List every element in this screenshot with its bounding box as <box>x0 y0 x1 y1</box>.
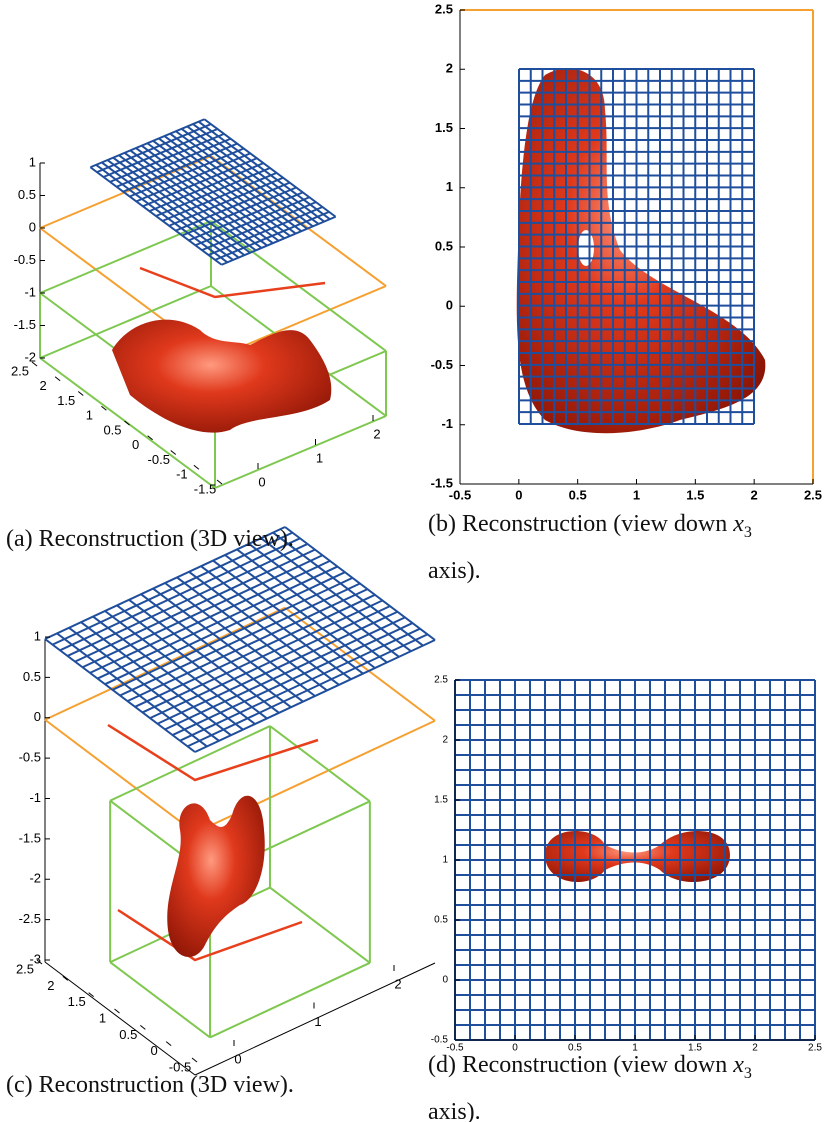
caption: (d) Reconstruction (view down x3 axis). <box>428 1046 752 1122</box>
y-tick-label: 0.5 <box>434 915 448 926</box>
x-tick-label: 0 <box>258 474 265 489</box>
y-tick-label: 2 <box>40 378 47 393</box>
z-tick-label: -1.5 <box>14 317 36 332</box>
y-tick-label: 0.5 <box>435 238 453 253</box>
x-tick-label: 0.5 <box>569 487 587 502</box>
y-tick-label: -1 <box>441 416 453 431</box>
z-tick-label: 1 <box>34 628 41 643</box>
y-tick-label: 1.5 <box>68 994 86 1009</box>
x-tick-label: 1.5 <box>686 487 704 502</box>
y-tick-label: 2.5 <box>11 363 29 378</box>
y-tick-label: 1.5 <box>57 393 75 408</box>
y-tick-label: 1.5 <box>434 795 448 806</box>
outline <box>285 608 435 721</box>
y-tick-label: 2 <box>442 735 448 746</box>
caption-text: (d) Reconstruction (view down <box>428 1052 733 1078</box>
outline <box>195 721 435 833</box>
caption: (a) Reconstruction (3D view). <box>6 520 294 558</box>
y-tick-label: -0.5 <box>148 452 170 467</box>
y-tick-label: 2.5 <box>16 961 34 976</box>
y-tick <box>171 451 176 455</box>
caption-text: (b) Reconstruction (view down <box>428 511 733 537</box>
z-tick-label: -0.5 <box>19 750 41 765</box>
caption-subscript: 3 <box>744 1065 752 1082</box>
grid-line <box>285 527 435 640</box>
caption-symbol: x <box>733 1052 744 1078</box>
y-tick <box>166 1042 171 1046</box>
x-tick-label: 0 <box>234 1051 241 1066</box>
z-tick-label: -1.5 <box>19 830 41 845</box>
z-tick-label: -1 <box>24 284 36 299</box>
z-tick-label: -0.5 <box>14 252 36 267</box>
y-tick-label: 1 <box>99 1010 106 1025</box>
y-tick-label: 0 <box>442 975 448 986</box>
x-tick-label: 1 <box>316 450 323 465</box>
y-tick-label: 0 <box>446 298 453 313</box>
y-tick-label: 1.5 <box>435 120 453 135</box>
y-tick-label: 0 <box>151 1043 158 1058</box>
y-tick-label: 2.5 <box>434 675 448 686</box>
y-tick <box>217 480 222 484</box>
y-tick-label: 2 <box>446 61 453 76</box>
y-tick-label: 0.5 <box>103 422 121 437</box>
x-tick-label: 2.5 <box>804 487 822 502</box>
z-tick-label: -2 <box>29 871 41 886</box>
z-tick-label: 0.5 <box>18 187 36 202</box>
y-tick-label: 1 <box>442 855 448 866</box>
red-line <box>140 268 325 297</box>
caption-text: axis). <box>428 558 481 584</box>
y-tick-label: 0 <box>132 437 139 452</box>
outline <box>215 416 386 488</box>
y-tick-label: -1.5 <box>194 481 216 496</box>
y-tick-label: -1.5 <box>431 475 453 490</box>
z-tick-label: 0 <box>29 219 36 234</box>
caption-text: axis). <box>428 1099 481 1122</box>
z-tick-label: -2 <box>24 349 36 364</box>
x-tick-label: 1 <box>314 1014 321 1029</box>
reconstruction-surface <box>112 320 331 433</box>
x-tick-label: 2 <box>751 487 758 502</box>
caption-symbol: x <box>733 511 744 537</box>
outline <box>45 720 195 833</box>
z-tick-label: -2.5 <box>19 911 41 926</box>
caption-subscript: 3 <box>744 524 752 541</box>
caption: (b) Reconstruction (view down x3 axis). <box>428 505 752 590</box>
y-tick <box>55 377 60 381</box>
y-tick-label: 1 <box>446 179 453 194</box>
x-tick-label: 2 <box>394 976 401 991</box>
x-tick-label: 1 <box>633 487 640 502</box>
y-tick-label: -0.5 <box>431 357 453 372</box>
y-tick <box>140 1025 145 1029</box>
z-tick-label: 0.5 <box>23 669 41 684</box>
z-tick-label: -1 <box>29 790 41 805</box>
x-tick-label: 2 <box>752 1043 758 1054</box>
y-tick-label: 2.5 <box>435 1 453 16</box>
y-tick-label: -1 <box>176 467 188 482</box>
caption: (c) Reconstruction (3D view). <box>6 1066 294 1104</box>
y-tick-label: -0.5 <box>431 1035 449 1046</box>
y-tick-label: 2 <box>47 978 54 993</box>
x-tick-label: 2.5 <box>808 1043 822 1054</box>
axis-line <box>45 962 195 1075</box>
z-tick-label: 0 <box>34 709 41 724</box>
figure-page: 10.50-0.5-1-1.5-22.521.510.50-0.5-1-1.50… <box>0 0 826 1122</box>
z-tick-label: 1 <box>29 154 36 169</box>
y-tick <box>115 1009 120 1013</box>
y-tick <box>192 1058 197 1062</box>
x-tick-label: 2 <box>373 426 380 441</box>
reconstruction-surface <box>167 796 264 957</box>
outline <box>270 888 370 963</box>
outline <box>210 963 370 1038</box>
y-tick <box>78 392 83 396</box>
y-tick-label: 1 <box>86 408 93 423</box>
grid-line <box>273 533 423 646</box>
y-tick-label: 0.5 <box>119 1027 137 1042</box>
y-tick <box>194 465 199 469</box>
grid-line <box>68 544 308 656</box>
x-tick-label: 0 <box>515 487 522 502</box>
